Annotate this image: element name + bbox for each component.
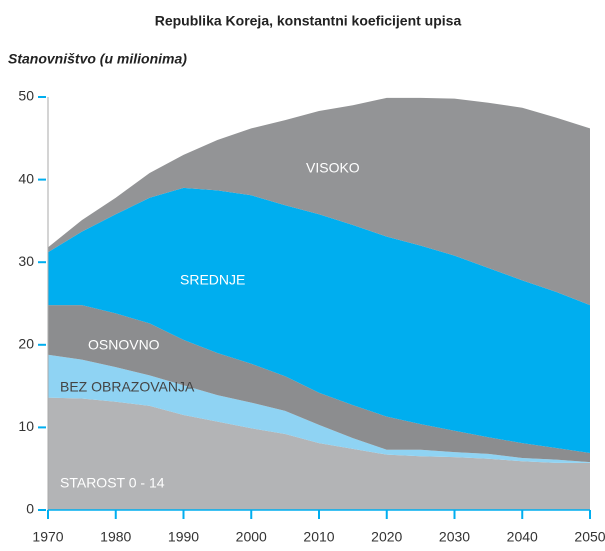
series-label: SREDNJE	[180, 272, 245, 288]
x-tick-label: 1970	[32, 529, 63, 545]
x-tick-label: 2010	[303, 529, 334, 545]
series-label: OSNOVNO	[88, 337, 160, 353]
series-label: STAROST 0 - 14	[60, 475, 165, 491]
x-tick-label: 2050	[574, 529, 605, 545]
y-tick-label: 30	[18, 253, 34, 269]
y-axis-label: Stanovništvo (u milionima)	[8, 51, 187, 67]
series-label: VISOKO	[306, 160, 360, 176]
y-tick-label: 20	[18, 336, 34, 352]
x-tick-label: 2040	[507, 529, 538, 545]
series-label: BEZ OBRAZOVANJA	[60, 379, 195, 395]
y-tick-label: 50	[18, 88, 34, 104]
y-tick-label: 10	[18, 418, 34, 434]
area	[48, 97, 590, 306]
y-tick-label: 40	[18, 170, 34, 186]
x-tick-label: 1990	[168, 529, 199, 545]
area	[48, 187, 590, 454]
x-tick-label: 2000	[236, 529, 267, 545]
x-tick-label: 1980	[100, 529, 131, 545]
x-tick-label: 2020	[371, 529, 402, 545]
y-tick-label: 0	[26, 501, 34, 517]
chart-title: Republika Koreja, konstantni koeficijent…	[155, 13, 462, 29]
area	[48, 354, 590, 463]
area	[48, 305, 590, 463]
area	[48, 397, 590, 510]
x-tick-label: 2030	[439, 529, 470, 545]
